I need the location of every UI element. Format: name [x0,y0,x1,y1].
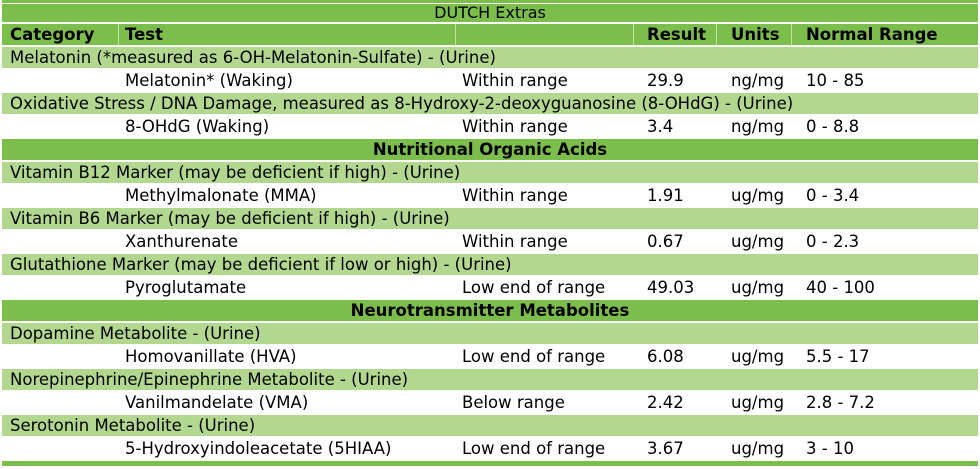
category-row: Glutathione Marker (may be deficient if … [2,254,978,275]
test-result-row: Xanthurenate Within range 0.67 ug/mg 0 - 2.3 [2,231,978,252]
normal-range-value: 40 - 100 [806,278,875,297]
category-row: Serotonin Metabolite - (Urine) [2,415,978,436]
category-label: Glutathione Marker (may be deficient if … [10,255,512,274]
test-result-row: 8-OHdG (Waking) Within range 3.4 ng/mg 0 - 8… [2,116,978,137]
result-value: 3.4 [647,117,674,136]
units-label: ug/mg [731,278,785,297]
header-normal-range: Normal Range [806,25,938,44]
section-header-row: Nutritional Organic Acids [2,139,978,160]
result-value: 1.91 [647,186,684,205]
units-label: ug/mg [731,439,785,458]
table-header-row: Category Test Result Units Normal Range [2,24,978,45]
normal-range-value: 0 - 3.4 [806,186,860,205]
test-name: Melatonin* (Waking) [125,71,293,90]
normal-range-value: 0 - 8.8 [806,117,860,136]
test-name: Vanilmandelate (VMA) [125,393,309,412]
header-units: Units [731,25,780,44]
bottom-border-strip [2,461,978,466]
category-row: Vitamin B12 Marker (may be deficient if … [2,162,978,183]
units-label: ug/mg [731,186,785,205]
result-value: 0.67 [647,232,684,251]
result-status: Low end of range [462,347,606,366]
units-label: ug/mg [731,232,785,251]
header-column-separator [633,24,634,45]
category-label: Oxidative Stress / DNA Damage, measured … [10,94,794,113]
result-status: Within range [462,71,568,90]
result-value: 6.08 [647,347,684,366]
category-label: Dopamine Metabolite - (Urine) [10,324,261,343]
report-title: DUTCH Extras [2,4,978,22]
category-label: Melatonin (*measured as 6-OH-Melatonin-S… [10,48,496,67]
test-name: Homovanillate (HVA) [125,347,297,366]
result-value: 49.03 [647,278,695,297]
section-header-row: Neurotransmitter Metabolites [2,300,978,321]
result-status: Within range [462,232,568,251]
result-status: Within range [462,117,568,136]
test-result-row: Vanilmandelate (VMA) Below range 2.42 ug/mg… [2,392,978,413]
result-value: 2.42 [647,393,684,412]
header-category: Category [10,25,95,44]
units-label: ng/mg [731,71,785,90]
header-test: Test [125,25,163,44]
normal-range-value: 3 - 10 [806,439,854,458]
test-name: 8-OHdG (Waking) [125,117,270,136]
test-name: Methylmalonate (MMA) [125,186,317,205]
test-result-row: Melatonin* (Waking) Within range 29.9 ng/mg… [2,70,978,91]
units-label: ng/mg [731,117,785,136]
normal-range-value: 0 - 2.3 [806,232,860,251]
result-status: Low end of range [462,278,606,297]
header-column-separator [791,24,792,45]
category-row: Dopamine Metabolite - (Urine) [2,323,978,344]
table-body: Melatonin (*measured as 6-OH-Melatonin-S… [0,47,980,459]
normal-range-value: 5.5 - 17 [806,347,870,366]
category-label: Norepinephrine/Epinephrine Metabolite - … [10,370,409,389]
normal-range-value: 2.8 - 7.2 [806,393,875,412]
result-status: Low end of range [462,439,606,458]
header-result: Result [647,25,707,44]
result-status: Within range [462,186,568,205]
test-name: Xanthurenate [125,232,239,251]
test-result-row: Methylmalonate (MMA) Within range 1.91 ug/m… [2,185,978,206]
result-status: Below range [462,393,565,412]
top-border-strip [2,0,978,3]
category-row: Norepinephrine/Epinephrine Metabolite - … [2,369,978,390]
units-label: ug/mg [731,347,785,366]
test-result-row: 5-Hydroxyindoleacetate (5HIAA) Low end of… [2,438,978,459]
test-result-row: Homovanillate (HVA) Low end of range 6.08 u… [2,346,978,367]
category-label: Vitamin B12 Marker (may be deficient if … [10,163,461,182]
result-value: 29.9 [647,71,684,90]
header-column-separator [118,24,119,45]
header-column-separator [716,24,717,45]
test-name: 5-Hydroxyindoleacetate (5HIAA) [125,439,392,458]
header-column-separator [455,24,456,45]
test-name: Pyroglutamate [125,278,247,297]
normal-range-value: 10 - 85 [806,71,865,90]
category-label: Vitamin B6 Marker (may be deficient if h… [10,209,450,228]
category-row: Melatonin (*measured as 6-OH-Melatonin-S… [2,47,978,68]
test-result-row: Pyroglutamate Low end of range 49.03 ug/mg 4… [2,277,978,298]
category-row: Vitamin B6 Marker (may be deficient if h… [2,208,978,229]
units-label: ug/mg [731,393,785,412]
result-value: 3.67 [647,439,684,458]
category-label: Serotonin Metabolite - (Urine) [10,416,256,435]
category-row: Oxidative Stress / DNA Damage, measured … [2,93,978,114]
